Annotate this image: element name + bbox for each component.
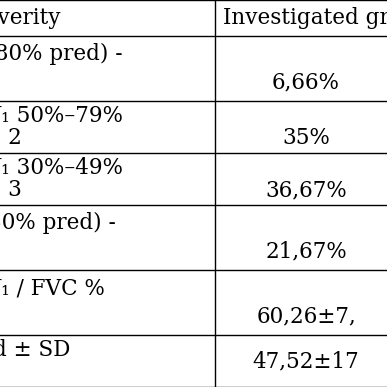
Text: Severity: Severity — [0, 7, 60, 29]
Text: LD 3: LD 3 — [0, 180, 22, 202]
Text: 21,67%: 21,67% — [265, 241, 347, 263]
Text: 47,52±17: 47,52±17 — [253, 350, 360, 372]
Text: Investigated group: Investigated group — [223, 7, 387, 29]
Text: red ± SD: red ± SD — [0, 339, 70, 361]
Text: EV₁ 30%–49%: EV₁ 30%–49% — [0, 157, 123, 178]
Text: EV₁ 50%–79%: EV₁ 50%–79% — [0, 104, 123, 127]
Text: 6,66%: 6,66% — [272, 72, 340, 94]
Text: EV₁ / FVC %: EV₁ / FVC % — [0, 277, 105, 299]
Text: LD 2: LD 2 — [0, 127, 22, 149]
Text: 36,67%: 36,67% — [265, 180, 347, 202]
Text: ≥ 80% pred) -: ≥ 80% pred) - — [0, 43, 123, 65]
Text: <30% pred) -: <30% pred) - — [0, 212, 116, 234]
Text: 60,26±7,: 60,26±7, — [256, 306, 356, 328]
Text: 35%: 35% — [282, 127, 330, 149]
